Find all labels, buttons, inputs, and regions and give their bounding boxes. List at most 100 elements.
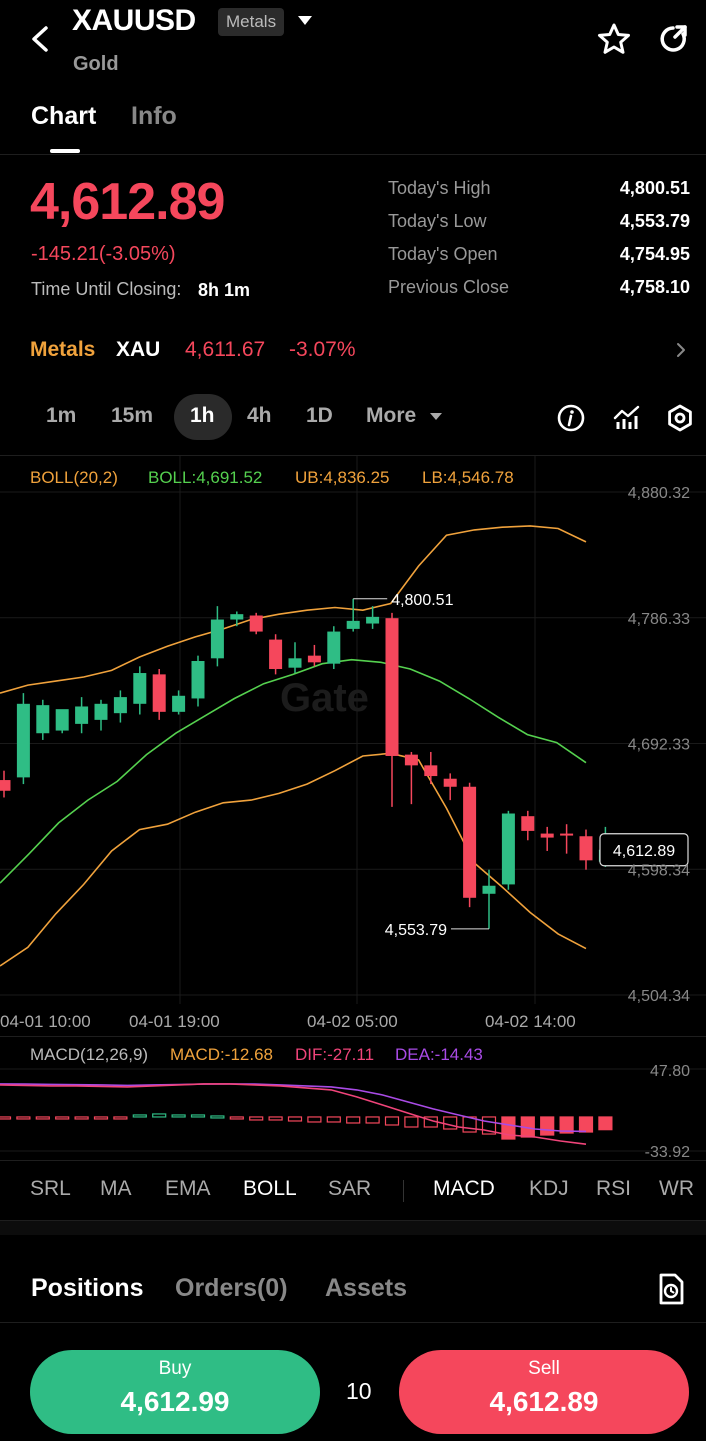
candle-body bbox=[579, 836, 593, 861]
indicator-srl[interactable]: SRL bbox=[30, 1177, 71, 1200]
active-tab-indicator bbox=[50, 149, 80, 153]
buy-button-label: Buy bbox=[158, 1358, 192, 1379]
sell-button-label: Sell bbox=[528, 1358, 560, 1379]
candle[interactable] bbox=[113, 690, 127, 723]
stat-value-low: 4,553.79 bbox=[619, 211, 690, 231]
buy-button[interactable]: Buy 4,612.99 bbox=[30, 1350, 320, 1434]
timeframe-1h[interactable]: 1h bbox=[190, 404, 215, 427]
timeframe-1d[interactable]: 1D bbox=[306, 404, 333, 427]
macd-histogram-bar bbox=[287, 1116, 303, 1122]
macd-histogram-bar bbox=[210, 1115, 225, 1119]
settings-icon[interactable] bbox=[665, 403, 695, 433]
candle[interactable] bbox=[16, 693, 30, 785]
macd-histogram-bar bbox=[307, 1116, 322, 1123]
timeframe-more[interactable]: More bbox=[366, 404, 417, 427]
candle[interactable] bbox=[210, 606, 224, 667]
candle[interactable] bbox=[482, 869, 496, 929]
candle[interactable] bbox=[366, 606, 380, 629]
symbol-title[interactable]: XAUUSD bbox=[72, 4, 196, 37]
more-dropdown-icon[interactable] bbox=[430, 413, 442, 420]
candle[interactable] bbox=[94, 699, 108, 731]
chevron-right-icon[interactable] bbox=[674, 341, 688, 359]
x-tick-label: 04-02 05:00 bbox=[307, 1012, 398, 1031]
candle[interactable] bbox=[579, 829, 593, 870]
related-symbol[interactable]: XAU bbox=[116, 338, 161, 361]
candle-body bbox=[94, 703, 108, 720]
order-quantity[interactable]: 10 bbox=[346, 1378, 372, 1404]
candle[interactable] bbox=[269, 634, 283, 675]
candle[interactable] bbox=[307, 644, 321, 667]
candle-body bbox=[463, 786, 477, 898]
indicator-macd[interactable]: MACD bbox=[433, 1177, 495, 1200]
macd-histogram-bar bbox=[443, 1116, 458, 1130]
tab-info[interactable]: Info bbox=[131, 102, 177, 130]
candle[interactable] bbox=[463, 782, 477, 908]
symbol-dropdown-icon[interactable] bbox=[298, 16, 312, 25]
info-icon[interactable] bbox=[556, 403, 586, 433]
candle-body bbox=[327, 631, 341, 664]
sell-button[interactable]: Sell 4,612.89 bbox=[399, 1350, 689, 1434]
indicator-rsi[interactable]: RSI bbox=[596, 1177, 632, 1200]
related-change: -3.07% bbox=[289, 338, 356, 361]
indicator-ema[interactable]: EMA bbox=[165, 1177, 211, 1200]
candle[interactable] bbox=[230, 611, 244, 627]
stat-value-open: 4,754.95 bbox=[619, 244, 690, 264]
share-icon[interactable] bbox=[656, 22, 692, 56]
candle[interactable] bbox=[191, 655, 205, 707]
candle[interactable] bbox=[404, 751, 418, 805]
candle-body bbox=[55, 709, 69, 731]
low-marker-label: 4,553.79 bbox=[385, 922, 447, 939]
indicator-icon[interactable] bbox=[612, 403, 642, 433]
timeframe-4h[interactable]: 4h bbox=[247, 404, 272, 427]
history-document-icon[interactable] bbox=[656, 1272, 686, 1306]
candle[interactable] bbox=[346, 598, 360, 632]
tab-assets[interactable]: Assets bbox=[325, 1274, 407, 1302]
timeframe-15m[interactable]: 15m bbox=[111, 404, 154, 427]
candle[interactable] bbox=[327, 626, 341, 670]
timeframe-1m[interactable]: 1m bbox=[46, 404, 77, 427]
candle[interactable] bbox=[443, 773, 457, 801]
macd-chart[interactable]: MACD(12,26,9) MACD:-12.68 DIF:-27.11 DEA… bbox=[0, 1037, 706, 1160]
high-marker-label: 4,800.51 bbox=[391, 592, 453, 609]
indicator-boll[interactable]: BOLL bbox=[243, 1177, 297, 1200]
candle-body bbox=[521, 816, 535, 831]
divider bbox=[0, 1220, 706, 1221]
star-icon[interactable] bbox=[596, 22, 632, 56]
candle-body bbox=[540, 833, 554, 838]
divider bbox=[0, 154, 706, 155]
last-price-tag: 4,612.89 bbox=[599, 833, 689, 867]
candle[interactable] bbox=[36, 699, 50, 740]
candlestick-chart[interactable]: Gate 4,800.51 4,553.79 4,612.89 BOLL(20,2)… bbox=[0, 456, 706, 1036]
candle[interactable] bbox=[540, 826, 554, 851]
candle[interactable] bbox=[55, 709, 69, 734]
stat-label-open: Today's Open bbox=[388, 244, 498, 264]
boll-upper-line bbox=[0, 525, 587, 694]
tab-chart[interactable]: Chart bbox=[31, 102, 97, 130]
candle[interactable] bbox=[501, 810, 515, 890]
boll-legend-lb: LB:4,546.78 bbox=[422, 468, 514, 487]
candle[interactable] bbox=[172, 690, 186, 715]
indicator-kdj[interactable]: KDJ bbox=[529, 1177, 569, 1200]
tab-orders[interactable]: Orders(0) bbox=[175, 1274, 288, 1302]
symbol-subtitle: Gold bbox=[73, 53, 119, 75]
related-category[interactable]: Metals bbox=[30, 338, 96, 361]
macd-histogram-bar bbox=[55, 1116, 70, 1120]
macd-histogram-bar bbox=[598, 1116, 613, 1131]
candle[interactable] bbox=[560, 824, 574, 854]
candle[interactable] bbox=[133, 666, 147, 715]
candle[interactable] bbox=[0, 770, 11, 798]
candle[interactable] bbox=[521, 810, 535, 841]
tab-positions[interactable]: Positions bbox=[31, 1274, 144, 1302]
indicator-sar[interactable]: SAR bbox=[328, 1177, 372, 1200]
candle[interactable] bbox=[75, 697, 89, 734]
candle[interactable] bbox=[424, 751, 438, 785]
indicator-wr[interactable]: WR bbox=[659, 1177, 694, 1200]
back-arrow-icon[interactable] bbox=[26, 22, 56, 56]
candle[interactable] bbox=[288, 642, 302, 674]
indicator-ma[interactable]: MA bbox=[100, 1177, 132, 1200]
candle[interactable] bbox=[249, 612, 263, 635]
candle-body bbox=[424, 765, 438, 777]
candle[interactable] bbox=[385, 612, 399, 807]
candle[interactable] bbox=[152, 669, 166, 720]
macd-histogram-bar bbox=[74, 1116, 89, 1120]
